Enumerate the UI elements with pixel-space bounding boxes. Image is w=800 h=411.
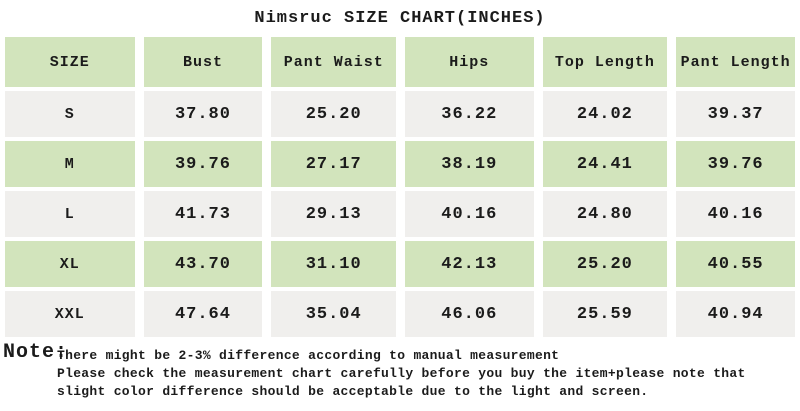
value-cell: 47.64 bbox=[143, 291, 263, 337]
value-cell: 24.80 bbox=[542, 191, 668, 237]
size-cell: M bbox=[5, 141, 135, 187]
value-cell: 35.04 bbox=[271, 291, 397, 337]
value-cell: 25.59 bbox=[542, 291, 668, 337]
value-cell: 40.94 bbox=[676, 291, 795, 337]
note-label: Note: bbox=[3, 341, 69, 364]
value-cell: 27.17 bbox=[271, 141, 397, 187]
column-header-pant-length: Pant Length bbox=[676, 37, 795, 87]
size-chart-table: SIZE Bust Pant Waist Hips Top Length Pan… bbox=[0, 37, 800, 337]
value-cell: 40.16 bbox=[405, 191, 534, 237]
column-header-top-length: Top Length bbox=[542, 37, 668, 87]
value-cell: 40.16 bbox=[676, 191, 795, 237]
value-cell: 29.13 bbox=[271, 191, 397, 237]
size-cell: L bbox=[5, 191, 135, 237]
column-header-hips: Hips bbox=[405, 37, 534, 87]
size-cell: XXL bbox=[5, 291, 135, 337]
column-header-pant-waist: Pant Waist bbox=[271, 37, 397, 87]
value-cell: 36.22 bbox=[405, 91, 534, 137]
value-cell: 25.20 bbox=[542, 241, 668, 287]
value-cell: 39.76 bbox=[143, 141, 263, 187]
value-cell: 39.37 bbox=[676, 91, 795, 137]
value-cell: 41.73 bbox=[143, 191, 263, 237]
value-cell: 38.19 bbox=[405, 141, 534, 187]
note-line-1: There might be 2-3% difference according… bbox=[57, 348, 560, 363]
note-line-2: Please check the measurement chart caref… bbox=[57, 366, 746, 381]
value-cell: 25.20 bbox=[271, 91, 397, 137]
size-cell: XL bbox=[5, 241, 135, 287]
value-cell: 40.55 bbox=[676, 241, 795, 287]
size-cell: S bbox=[5, 91, 135, 137]
value-cell: 42.13 bbox=[405, 241, 534, 287]
note-line-3: slight color difference should be accept… bbox=[57, 384, 649, 399]
value-cell: 39.76 bbox=[676, 141, 795, 187]
column-header-size: SIZE bbox=[5, 37, 135, 87]
size-chart-page: Nimsruc SIZE CHART(INCHES) SIZE Bust Pan… bbox=[0, 9, 800, 401]
value-cell: 37.80 bbox=[143, 91, 263, 137]
column-header-bust: Bust bbox=[143, 37, 263, 87]
note-section: Note: There might be 2-3% difference acc… bbox=[0, 337, 800, 401]
value-cell: 24.41 bbox=[542, 141, 668, 187]
value-cell: 31.10 bbox=[271, 241, 397, 287]
page-title: Nimsruc SIZE CHART(INCHES) bbox=[254, 9, 546, 28]
value-cell: 43.70 bbox=[143, 241, 263, 287]
value-cell: 46.06 bbox=[405, 291, 534, 337]
value-cell: 24.02 bbox=[542, 91, 668, 137]
